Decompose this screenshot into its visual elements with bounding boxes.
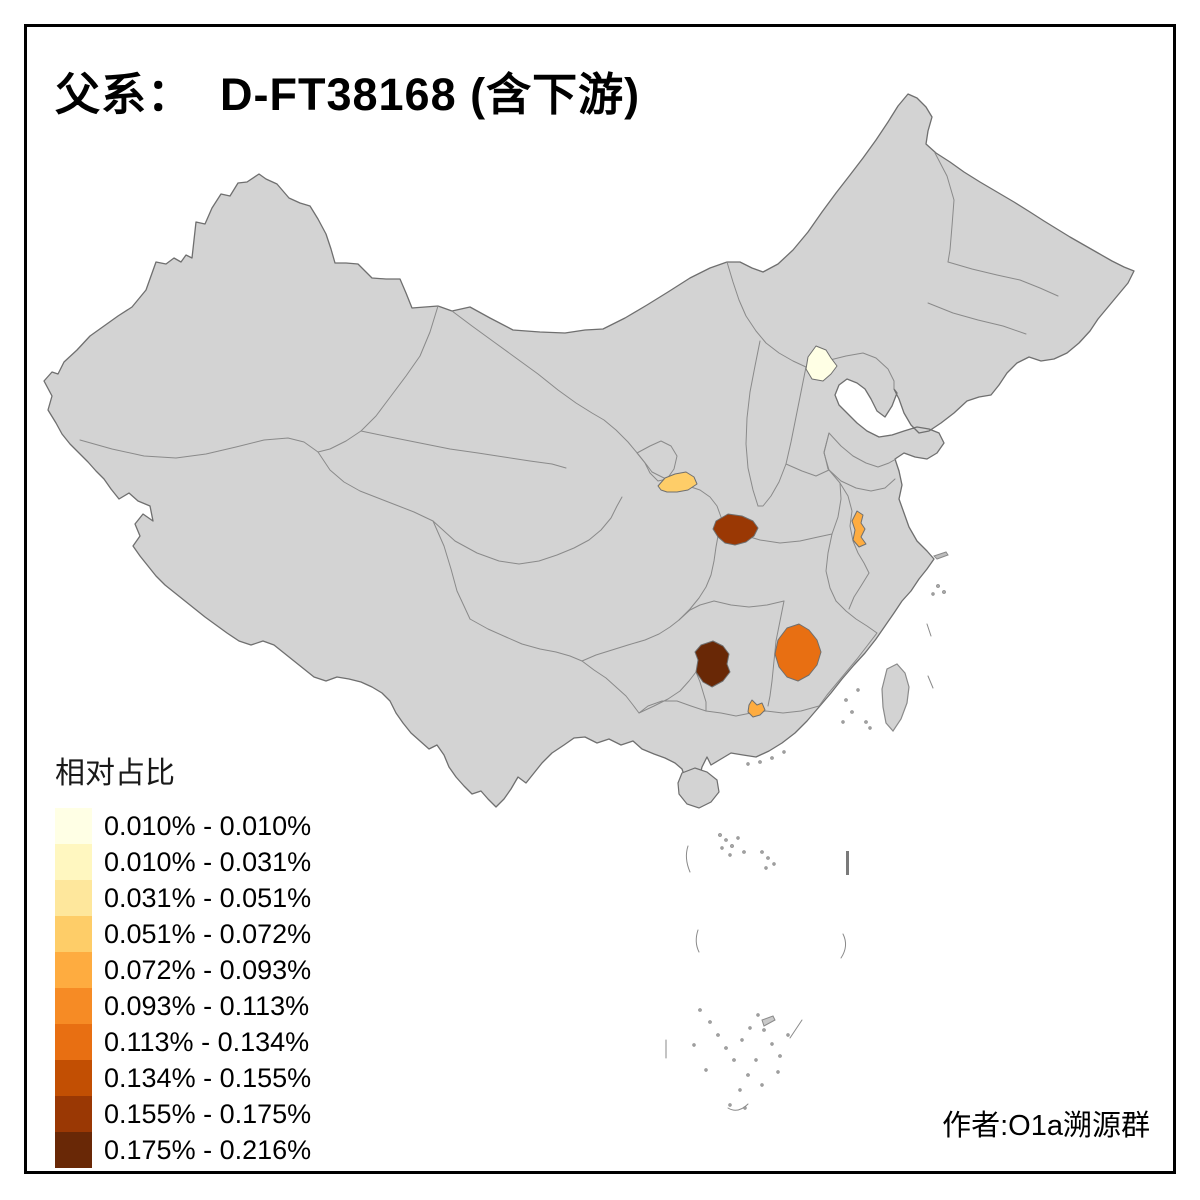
province-borders: [79, 152, 1059, 717]
region-central-hunan[interactable]: [694, 640, 731, 688]
legend-swatch: [55, 1024, 92, 1060]
legend-label: 0.093% - 0.113%: [104, 991, 310, 1021]
region-south-shaanxi[interactable]: [712, 513, 759, 546]
region-central-anhui[interactable]: [851, 510, 867, 548]
legend-label: 0.175% - 0.216%: [104, 1135, 312, 1165]
legend-rows: 0.010% - 0.010% 0.010% - 0.031% 0.031% - 0…: [55, 808, 311, 1168]
legend-title: 相对占比: [55, 757, 175, 790]
legend-item: 0.093% - 0.113%: [55, 988, 311, 1024]
legend-label: 0.031% - 0.051%: [104, 883, 312, 913]
legend-label: 0.072% - 0.093%: [104, 955, 312, 985]
legend-item: 0.155% - 0.175%: [55, 1096, 311, 1132]
legend: 相对占比 0.010% - 0.010% 0.010% - 0.031% 0.031…: [55, 748, 311, 1168]
legend-label: 0.010% - 0.031%: [104, 847, 312, 877]
taiwan-island: [881, 663, 910, 732]
legend-swatch: [55, 1096, 92, 1132]
legend-swatch: [55, 988, 92, 1024]
region-southeast-gansu[interactable]: [657, 471, 698, 493]
mainland-outline: [43, 93, 1135, 808]
legend-label: 0.134% - 0.155%: [104, 1063, 312, 1093]
legend-swatch: [55, 952, 92, 988]
hainan-island: [677, 767, 720, 809]
legend-item: 0.051% - 0.072%: [55, 916, 311, 952]
legend-item: 0.134% - 0.155%: [55, 1060, 311, 1096]
attribution-text: 作者:O1a溯源群: [942, 1110, 1150, 1142]
legend-swatch: [55, 916, 92, 952]
legend-swatch: [55, 1060, 92, 1096]
legend-item: 0.010% - 0.010%: [55, 808, 311, 844]
highlighted-regions: [657, 345, 867, 718]
legend-swatch: [55, 1132, 92, 1168]
legend-label: 0.010% - 0.010%: [104, 811, 312, 841]
region-beijing[interactable]: [805, 345, 838, 382]
legend-item: 0.031% - 0.051%: [55, 880, 311, 916]
legend-item: 0.072% - 0.093%: [55, 952, 311, 988]
legend-item: 0.010% - 0.031%: [55, 844, 311, 880]
legend-label: 0.113% - 0.134%: [104, 1027, 310, 1057]
legend-item: 0.175% - 0.216%: [55, 1132, 311, 1168]
legend-item: 0.113% - 0.134%: [55, 1024, 311, 1060]
legend-swatch: [55, 808, 92, 844]
region-north-guangdong[interactable]: [747, 699, 766, 718]
legend-label: 0.155% - 0.175%: [104, 1099, 312, 1129]
island-marks: [665, 551, 949, 1111]
page-title: 父系： D-FT38168 (含下游): [55, 69, 641, 120]
legend-swatch: [55, 880, 92, 916]
region-south-jiangxi[interactable]: [774, 623, 822, 682]
legend-label: 0.051% - 0.072%: [104, 919, 312, 949]
legend-swatch: [55, 844, 92, 880]
